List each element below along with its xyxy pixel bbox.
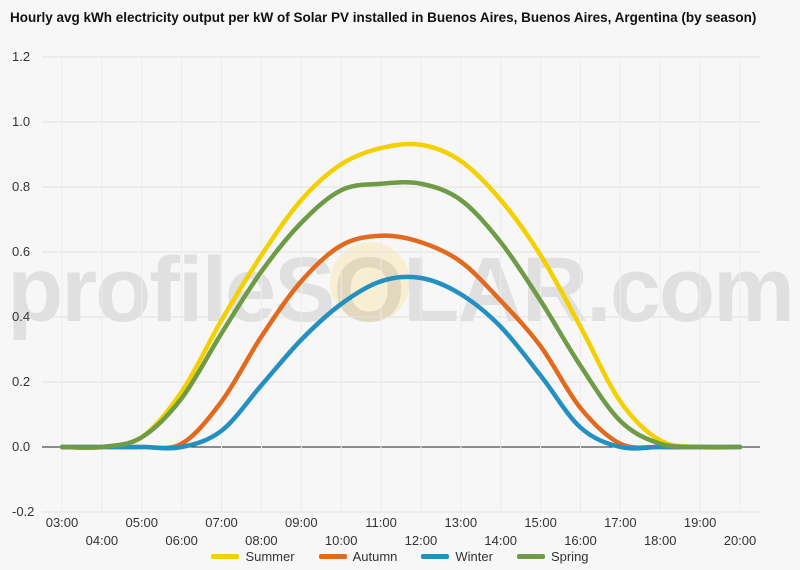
x-tick-label: 16:00 — [564, 533, 597, 548]
legend-item-summer: Summer — [211, 549, 295, 564]
x-tick-label: 09:00 — [285, 515, 318, 530]
x-tick-label: 03:00 — [46, 515, 79, 530]
legend-swatch — [516, 554, 545, 559]
legend-label: Winter — [455, 549, 493, 564]
legend-label: Spring — [550, 549, 589, 564]
x-tick-label: 07:00 — [205, 515, 238, 530]
x-tick-label: 05:00 — [125, 515, 158, 530]
series-line-autumn — [59, 233, 743, 451]
y-tick-label: 0.6 — [12, 244, 30, 259]
legend-swatch — [421, 554, 450, 559]
y-tick-label: 0.0 — [12, 439, 30, 454]
y-tick-label: 1.2 — [12, 49, 30, 64]
legend-item-autumn: Autumn — [318, 549, 398, 564]
legend-item-winter: Winter — [421, 549, 493, 564]
series-line-spring — [59, 180, 743, 450]
legend-swatch — [318, 554, 347, 559]
series-line-summer — [59, 141, 743, 450]
x-tick-label: 15:00 — [524, 515, 557, 530]
watermark-sun — [330, 242, 410, 322]
x-tick-label: 06:00 — [165, 533, 198, 548]
x-tick-label: 13:00 — [445, 515, 478, 530]
y-tick-label: -0.2 — [12, 504, 34, 519]
x-tick-label: 10:00 — [325, 533, 358, 548]
x-tick-label: 04:00 — [86, 533, 119, 548]
y-tick-label: 0.2 — [12, 374, 30, 389]
chart-title: Hourly avg kWh electricity output per kW… — [10, 10, 757, 25]
y-tick-label: 0.8 — [12, 179, 30, 194]
legend-item-spring: Spring — [516, 549, 589, 564]
x-tick-label: 20:00 — [724, 533, 757, 548]
watermark: profileSOLAR.com — [7, 239, 795, 341]
x-tick-label: 08:00 — [245, 533, 278, 548]
chart-legend: Summer Autumn Winter Spring — [0, 549, 800, 564]
x-tick-label: 17:00 — [604, 515, 637, 530]
x-tick-label: 19:00 — [684, 515, 717, 530]
legend-swatch — [211, 554, 240, 559]
legend-label: Summer — [245, 549, 295, 564]
y-tick-label: 1.0 — [12, 114, 30, 129]
legend-label: Autumn — [352, 549, 398, 564]
x-tick-label: 11:00 — [365, 515, 397, 530]
series-line-winter — [59, 274, 743, 451]
y-tick-label: 0.4 — [12, 309, 30, 324]
x-tick-label: 12:00 — [405, 533, 438, 548]
x-tick-label: 14:00 — [484, 533, 517, 548]
x-tick-label: 18:00 — [644, 533, 677, 548]
